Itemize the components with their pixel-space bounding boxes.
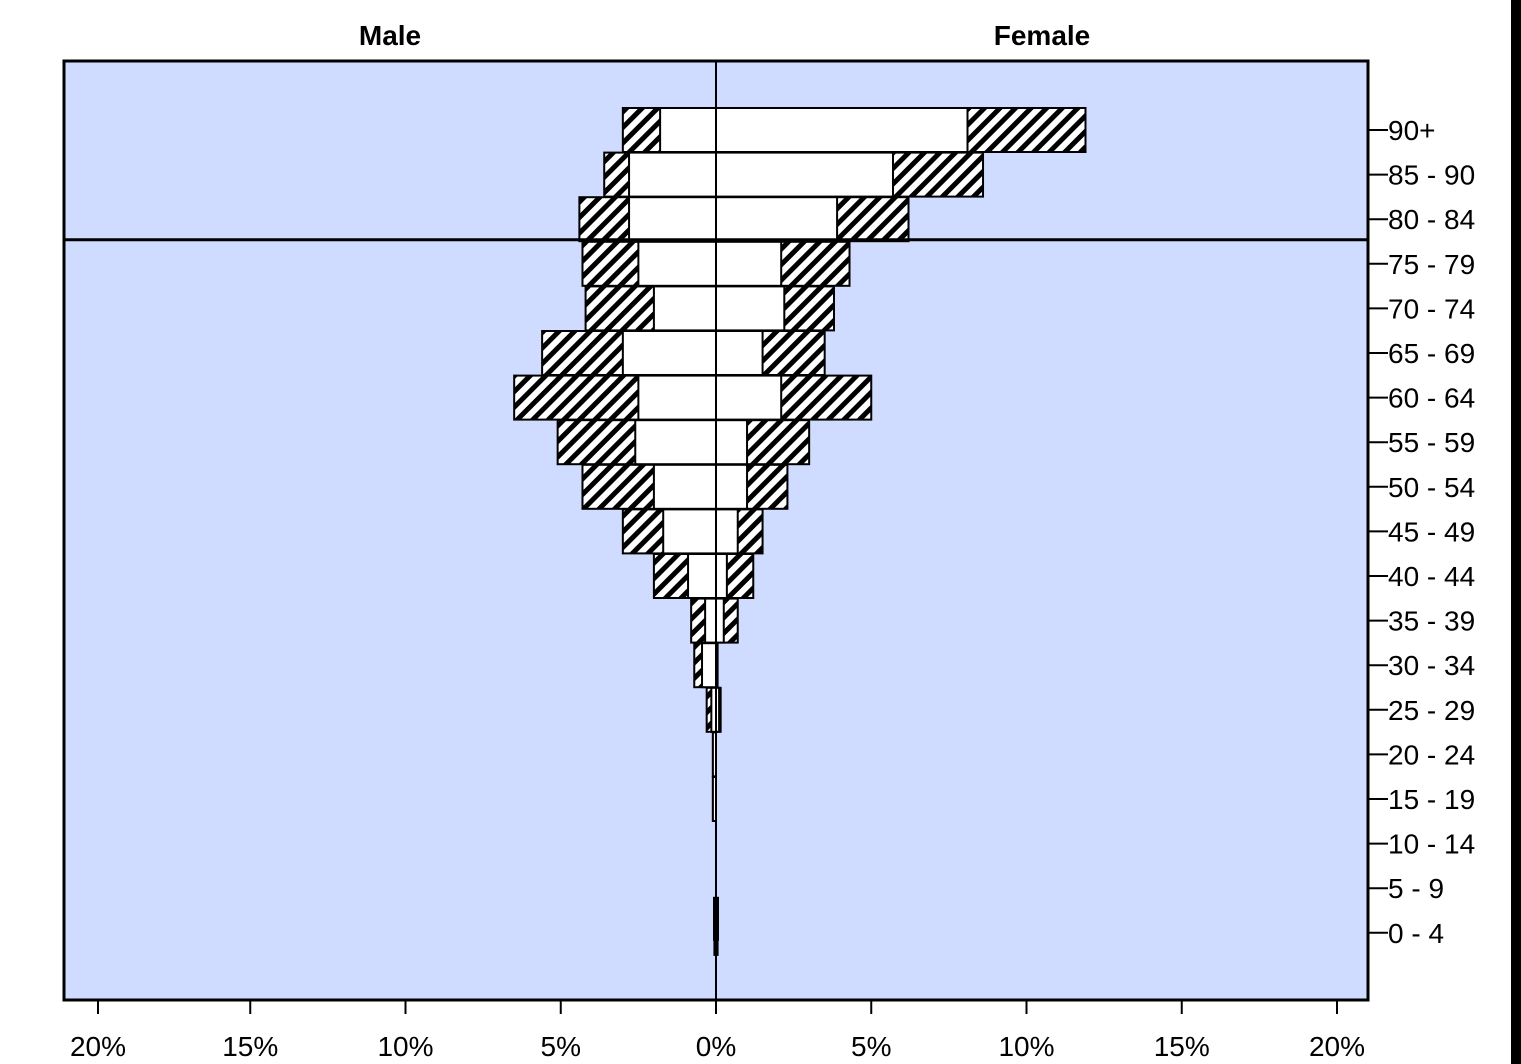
male-inner-bar [628,151,717,198]
window-edge [1511,0,1521,1064]
y-axis-ticks: 90+ 85 - 90 80 - 84 75 - 79 70 - 74 65 - 69 60… [1368,115,1475,949]
age-group-label: 70 - 74 [1388,293,1475,324]
x-tick-label: 0% [696,1031,736,1062]
age-group-label: 25 - 29 [1388,695,1475,726]
male-header: Male [359,20,421,51]
male-inner-bar [634,419,718,466]
female-inner-bar [715,107,969,153]
age-group-label: 50 - 54 [1388,472,1475,503]
age-group-label: 15 - 19 [1388,784,1475,815]
x-tick-label: 5% [851,1031,891,1062]
male-inner-bar [652,285,718,332]
female-inner-bar [715,196,839,243]
female-inner-bar [715,240,783,287]
female-inner-bar [715,553,728,599]
age-group-label: 35 - 39 [1388,606,1475,637]
age-group-label: 80 - 84 [1388,204,1475,235]
x-tick-label: 20% [70,1031,126,1062]
age-group-label: 65 - 69 [1388,338,1475,369]
x-tick-label: 15% [1154,1031,1210,1062]
male-inner-bar [659,107,717,153]
female-inner-bar [715,285,786,332]
age-group-label: 40 - 44 [1388,561,1475,592]
female-inner-bar [715,419,749,466]
female-inner-bar [715,151,894,198]
age-group-label: 90+ [1388,115,1436,146]
male-inner-bar [652,463,718,510]
female-inner-bar [715,508,739,555]
x-axis-ticks: 20% 15% 10% 5% 0% 5% 10% 15% 20% [70,1000,1365,1062]
age-group-label: 0 - 4 [1388,918,1444,949]
age-group-label: 20 - 24 [1388,739,1475,770]
age-group-label: 85 - 90 [1388,160,1475,191]
female-inner-bar [715,463,749,510]
age-group-label: 45 - 49 [1388,516,1475,547]
male-inner-bar [701,642,718,689]
male-inner-bar [628,196,717,243]
x-tick-label: 15% [222,1031,278,1062]
x-tick-label: 10% [998,1031,1054,1062]
x-tick-label: 20% [1309,1031,1365,1062]
age-group-label: 5 - 9 [1388,873,1444,904]
female-header: Female [994,20,1091,51]
age-group-label: 75 - 79 [1388,249,1475,280]
x-tick-label: 10% [377,1031,433,1062]
male-inner-bar [637,240,717,287]
age-group-label: 60 - 64 [1388,383,1475,414]
male-inner-bar [637,374,717,421]
male-inner-bar [662,508,718,555]
female-inner-bar [715,374,783,421]
x-tick-label: 5% [541,1031,581,1062]
female-inner-bar [715,330,764,376]
male-inner-bar [687,553,717,599]
bars-group [513,107,1087,956]
male-inner-bar [704,597,718,644]
age-group-label: 10 - 14 [1388,829,1475,860]
male-inner-bar [621,330,717,376]
age-group-label: 30 - 34 [1388,650,1475,681]
female-inner-bar [715,597,725,644]
age-group-label: 55 - 59 [1388,427,1475,458]
